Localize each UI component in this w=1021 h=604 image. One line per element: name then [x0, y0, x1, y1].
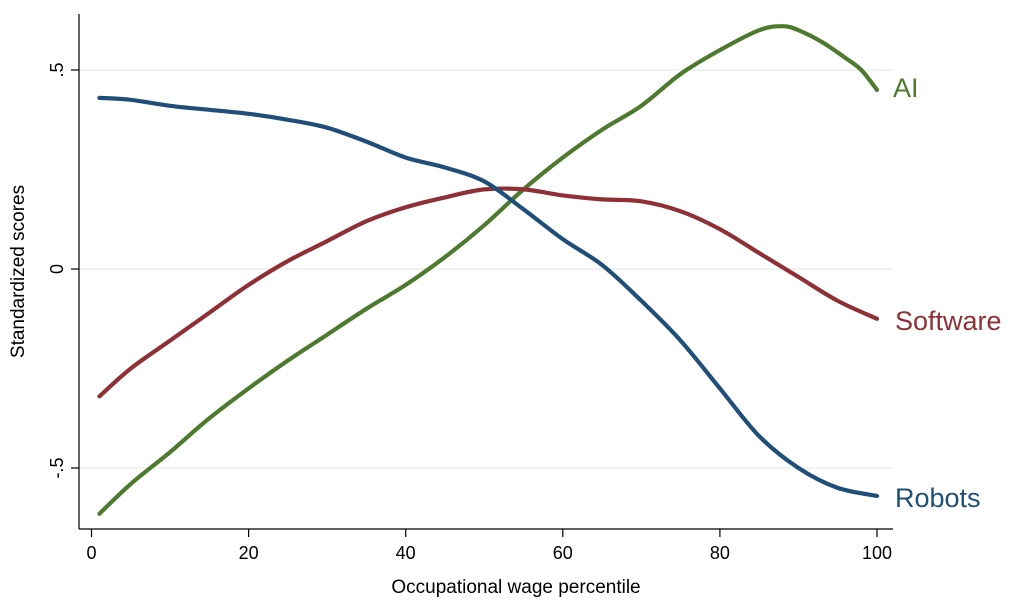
series-lines	[97, 24, 880, 516]
series-labels: AI Software Robots	[893, 73, 1002, 513]
y-axis-title: Standardized scores	[8, 185, 29, 358]
x-tick-label: 0	[86, 543, 96, 563]
x-axis-title: Occupational wage percentile	[391, 577, 640, 598]
ticks: -.5 0 .5 0 20 40 60 80 100	[47, 62, 892, 563]
x-tick-label: 40	[396, 543, 416, 563]
series-label-robots: Robots	[895, 483, 981, 513]
series-line-robots	[97, 95, 880, 498]
x-tick-label: 100	[862, 543, 892, 563]
axes	[78, 14, 893, 530]
x-tick-label: 60	[553, 543, 573, 563]
series-label-ai: AI	[893, 73, 919, 103]
series-line-software	[97, 186, 880, 399]
series-line-ai	[97, 24, 880, 516]
y-tick-label: -.5	[47, 457, 67, 478]
y-tick-label: 0	[47, 264, 67, 274]
x-tick-label: 80	[710, 543, 730, 563]
y-tick-label: .5	[47, 62, 67, 77]
series-label-software: Software	[895, 306, 1002, 336]
grid-lines	[79, 69, 893, 469]
x-tick-label: 20	[239, 543, 259, 563]
